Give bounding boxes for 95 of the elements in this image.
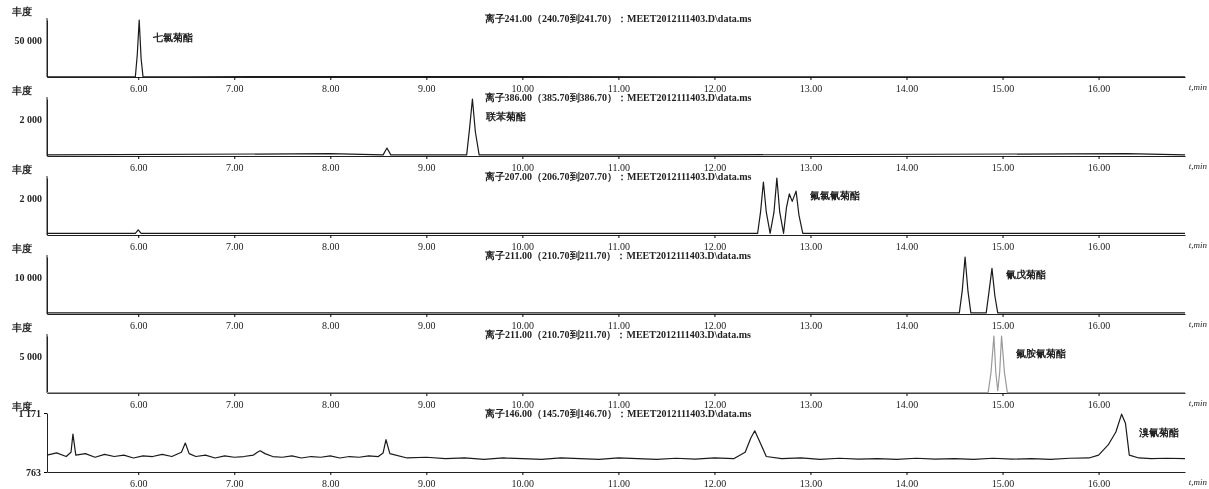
x-tick-label: 10.00 [511, 478, 535, 489]
x-tick-label: 11.00 [607, 478, 630, 489]
x-tick-label: 8.00 [322, 478, 340, 489]
x-tick-label: 12.00 [703, 83, 727, 94]
y-axis-title: 丰度 [11, 85, 32, 96]
x-tick-label: 11.00 [607, 83, 630, 94]
x-tick-label: 8.00 [322, 162, 340, 173]
chart-title: 离子241.00（240.70到241.70）：MEET2012111403.D\data.ms [483, 13, 752, 24]
annotation: 氰戊菊酯 [1004, 268, 1046, 280]
x-tick-label: 12.00 [703, 320, 727, 331]
x-axis-title: t,min [1188, 398, 1208, 408]
x-tick-label: 8.00 [322, 399, 340, 410]
y-axis-title: 丰度 [11, 164, 32, 175]
x-tick-label: 16.00 [1087, 162, 1111, 173]
x-tick-label: 6.00 [129, 399, 148, 410]
x-tick-label: 7.00 [226, 399, 244, 410]
x-tick-label: 15.00 [991, 320, 1015, 331]
y-axis-title: 丰度 [11, 243, 32, 254]
x-tick-label: 14.00 [895, 399, 919, 410]
x-tick-label: 12.00 [703, 241, 727, 252]
x-axis-title: t,min [1188, 82, 1208, 92]
annotation: 联苯菊酯 [485, 110, 527, 122]
x-tick-label: 16.00 [1087, 478, 1111, 489]
x-tick-label: 10.00 [511, 399, 535, 410]
x-tick-label: 15.00 [991, 83, 1015, 94]
annotation: 溴氰菊酯 [1138, 426, 1180, 438]
chart-title: 离子211.00（210.70到211.70）：MEET2012111403.D\data.ms [484, 250, 752, 261]
x-tick-label: 10.00 [511, 241, 535, 252]
x-tick-label: 9.00 [418, 83, 436, 94]
annotation: 氟氯氰菊酯 [809, 189, 861, 201]
x-tick-label: 7.00 [226, 320, 244, 331]
x-tick-label: 7.00 [226, 162, 244, 173]
x-tick-label: 14.00 [895, 478, 919, 489]
text: 5 000 [19, 350, 42, 362]
x-tick-label: 9.00 [418, 478, 436, 489]
x-tick-label: 7.00 [226, 241, 244, 252]
x-axis-title: t,min [1188, 240, 1208, 250]
x-tick-label: 11.00 [607, 162, 630, 173]
chart-title: 离子207.00（206.70到207.70）：MEET2012111403.D\data.ms [483, 171, 752, 182]
x-axis-title: t,min [1188, 319, 1208, 329]
x-tick-label: 15.00 [991, 478, 1015, 489]
x-tick-label: 9.00 [418, 320, 436, 331]
x-tick-label: 12.00 [703, 162, 727, 173]
x-tick-label: 6.00 [129, 241, 148, 252]
chart-title: 离子386.00（385.70到386.70）：MEET2012111403.D\data.ms [483, 92, 752, 103]
x-tick-label: 6.00 [129, 478, 148, 489]
x-tick-label: 14.00 [895, 241, 919, 252]
x-tick-label: 16.00 [1087, 320, 1111, 331]
x-tick-label: 14.00 [895, 320, 919, 331]
x-tick-label: 14.00 [895, 162, 919, 173]
x-tick-label: 10.00 [511, 162, 535, 173]
x-axis-title: t,min [1188, 161, 1208, 171]
x-tick-label: 13.00 [799, 399, 823, 410]
x-tick-label: 11.00 [607, 399, 630, 410]
text: 2 000 [19, 192, 42, 204]
x-tick-label: 10.00 [511, 83, 535, 94]
x-tick-label: 9.00 [418, 162, 436, 173]
x-tick-label: 13.00 [799, 241, 823, 252]
x-tick-label: 16.00 [1087, 399, 1111, 410]
chart-title: 离子146.00（145.70到146.70）：MEET2012111403.D\data.ms [483, 408, 752, 419]
x-tick-label: 15.00 [991, 162, 1015, 173]
x-axis-title: t,min [1188, 477, 1208, 487]
x-tick-label: 10.00 [511, 320, 535, 331]
x-tick-label: 6.00 [129, 83, 148, 94]
x-tick-label: 9.00 [418, 399, 436, 410]
annotation: 七氯菊酯 [152, 31, 194, 43]
text: 10 000 [14, 271, 42, 283]
x-tick-label: 12.00 [703, 478, 727, 489]
x-tick-label: 7.00 [226, 83, 244, 94]
x-tick-label: 11.00 [607, 241, 630, 252]
x-tick-label: 8.00 [322, 320, 340, 331]
x-tick-label: 9.00 [418, 241, 436, 252]
x-tick-label: 11.00 [607, 320, 630, 331]
x-tick-label: 15.00 [991, 241, 1015, 252]
x-tick-label: 13.00 [799, 162, 823, 173]
x-tick-label: 13.00 [799, 83, 823, 94]
text: 50 000 [14, 34, 42, 46]
x-tick-label: 16.00 [1087, 241, 1111, 252]
x-tick-label: 13.00 [799, 320, 823, 331]
x-tick-label: 7.00 [226, 478, 244, 489]
x-tick-label: 6.00 [129, 162, 148, 173]
chart-title: 离子211.00（210.70到211.70）：MEET2012111403.D\data.ms [484, 329, 752, 340]
x-tick-label: 12.00 [703, 399, 727, 410]
x-tick-label: 14.00 [895, 83, 919, 94]
x-tick-label: 6.00 [129, 320, 148, 331]
x-tick-label: 13.00 [799, 478, 823, 489]
y-axis-title: 丰度 [11, 322, 32, 333]
y-axis-title: 丰度 [11, 6, 32, 17]
x-tick-label: 15.00 [991, 399, 1015, 410]
x-tick-label: 8.00 [322, 241, 340, 252]
y-tick-label: 763 [26, 466, 41, 478]
annotation: 氟胺氰菊酯 [1014, 347, 1066, 359]
x-tick-label: 8.00 [322, 83, 340, 94]
text: 2 000 [19, 113, 42, 125]
x-tick-label: 16.00 [1087, 83, 1111, 94]
